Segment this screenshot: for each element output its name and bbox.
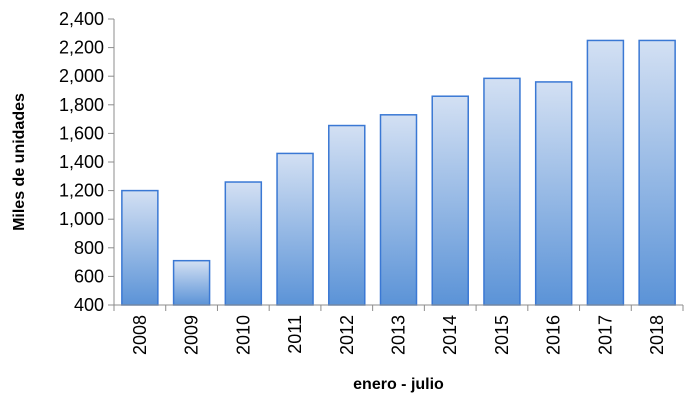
y-tick-label: 800 xyxy=(74,238,104,258)
x-tick-label: 2017 xyxy=(595,315,615,355)
x-axis-ticks: 2008 2009 2010 2011 2012 2013 2014 2015 2016 2017… xyxy=(113,305,684,355)
bar-2016 xyxy=(534,81,573,306)
x-tick-label: 2010 xyxy=(233,315,253,355)
bar-2010 xyxy=(224,181,263,306)
bar-2014 xyxy=(431,95,469,306)
bars-group xyxy=(121,39,676,306)
y-tick-label: 400 xyxy=(74,295,104,315)
x-tick-label: 2015 xyxy=(492,315,512,355)
bar-2013 xyxy=(379,114,418,306)
x-tick-label: 2009 xyxy=(182,315,202,355)
bar-2015 xyxy=(483,77,521,306)
x-tick-label: 2016 xyxy=(544,315,564,355)
y-tick-label: 1,800 xyxy=(59,95,104,115)
bar-2011 xyxy=(276,152,314,306)
y-tick-label: 2,000 xyxy=(59,66,104,86)
x-tick-label: 2014 xyxy=(440,315,460,355)
y-tick-label: 2,400 xyxy=(59,9,104,29)
x-tick-label: 2018 xyxy=(647,315,667,355)
bar-2018 xyxy=(638,39,676,306)
y-tick-label: 1,600 xyxy=(59,123,104,143)
bar-2008 xyxy=(121,189,159,306)
y-tick-label: 1,400 xyxy=(59,152,104,172)
y-axis-ticks: 400 600 800 1,000 1,200 1,400 1,600 1,800 2,000 2… xyxy=(59,9,114,315)
bar-2009 xyxy=(172,259,211,306)
bar-2012 xyxy=(328,124,366,306)
x-tick-label: 2012 xyxy=(337,315,357,355)
y-tick-label: 600 xyxy=(74,266,104,286)
x-tick-label: 2008 xyxy=(130,315,150,355)
x-axis-title: enero - julio xyxy=(353,376,444,393)
x-tick-label: 2013 xyxy=(389,315,409,355)
y-tick-label: 2,200 xyxy=(59,38,104,58)
y-tick-label: 1,000 xyxy=(59,209,104,229)
x-tick-label: 2011 xyxy=(285,315,305,354)
y-tick-label: 1,200 xyxy=(59,181,104,201)
bar-2017 xyxy=(586,39,625,306)
y-axis-title: Miles de unidades xyxy=(11,93,28,231)
